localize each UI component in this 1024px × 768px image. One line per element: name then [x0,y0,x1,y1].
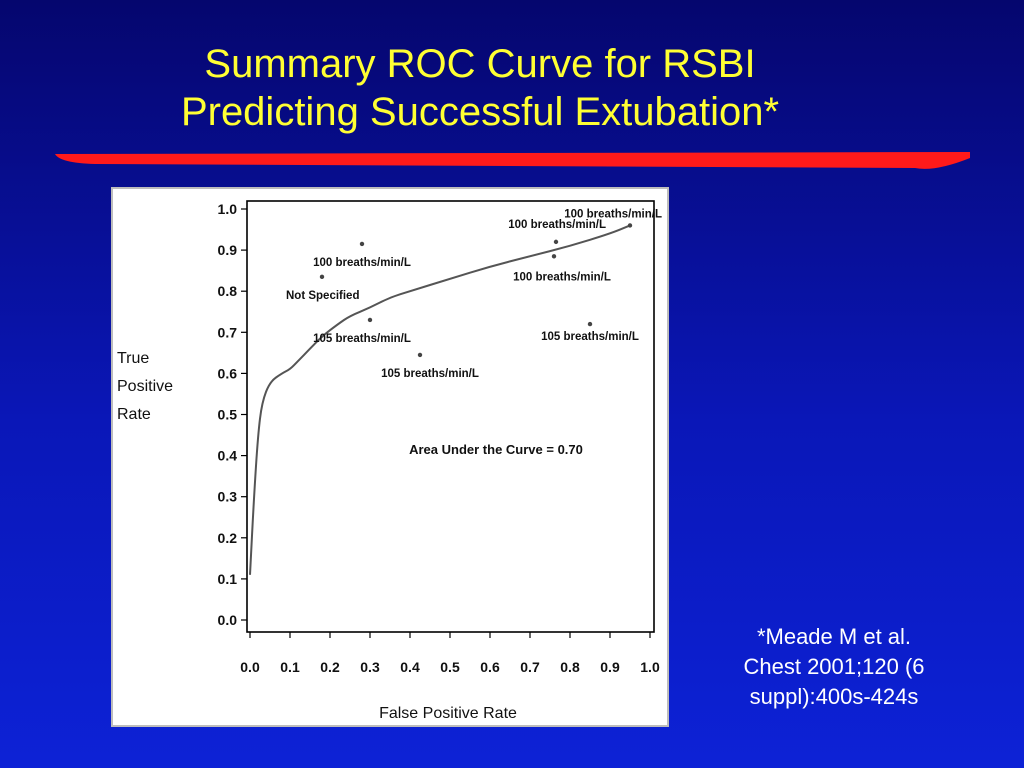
x-tick-label: 0.4 [400,659,420,675]
y-axis-label-line: Rate [117,406,151,423]
study-point [319,274,325,280]
x-tick-label: 0.5 [440,659,460,675]
study-point [417,352,423,358]
study-point-label: 105 breaths/min/L [541,331,639,343]
citation: *Meade M et al. Chest 2001;120 (6 suppl)… [706,622,962,712]
x-tick-label: 0.3 [360,659,380,675]
roc-curve-line [249,224,631,575]
x-axis-label: False Positive Rate [379,705,517,722]
y-tick-label: 1.0 [218,201,238,217]
y-axis-label-line: True [117,350,149,367]
study-point-label: 105 breaths/min/L [381,368,479,380]
y-tick-label: 0.5 [218,407,238,423]
study-point [367,317,373,323]
x-tick-label: 0.7 [520,659,540,675]
study-point [627,223,633,228]
y-tick-label: 0.3 [218,489,238,505]
study-point-label: 105 breaths/min/L [313,333,411,345]
study-point-label: 100 breaths/min/L [513,271,611,283]
x-tick-label: 0.8 [560,659,580,675]
y-tick-label: 0.2 [218,530,238,546]
slide-title: Summary ROC Curve for RSBI Predicting Su… [0,40,960,136]
x-tick-label: 0.0 [240,659,260,675]
study-point-label: 100 breaths/min/L [313,257,411,269]
study-point [551,254,557,259]
x-tick-label: 0.2 [320,659,340,675]
y-axis-label-line: Positive [117,378,173,395]
study-point-label: Not Specified [286,290,359,302]
study-point [553,239,559,245]
y-tick-label: 0.8 [218,283,238,299]
auc-annotation: Area Under the Curve = 0.70 [409,442,583,457]
slide-title-line-2: Predicting Successful Extubation* [180,90,780,134]
y-tick-label: 0.1 [218,571,238,587]
y-tick-label: 0.7 [218,324,238,340]
x-tick-label: 0.6 [480,659,500,675]
study-point-label: 100 breaths/min/L [508,219,606,231]
x-tick-label: 0.1 [280,659,300,675]
citation-line-1: *Meade M et al. [756,624,912,649]
y-tick-label: 0.9 [218,242,238,258]
x-tick-label: 0.9 [600,659,620,675]
y-tick-label: 0.0 [218,612,238,628]
roc-chart-svg: 0.0 0.1 0.2 0.3 0.4 0.5 0.6 0.7 0.8 0.9 1.0 0.0 0.1 0… [117,200,662,722]
study-point [587,321,593,327]
study-point [359,241,365,247]
plot-frame [246,200,655,633]
study-point-label: 100 breaths/min/L [564,208,662,220]
y-tick-label: 0.6 [218,365,238,381]
citation-line-2: Chest 2001;120 (6 [743,654,925,679]
roc-chart: 0.0 0.1 0.2 0.3 0.4 0.5 0.6 0.7 0.8 0.9 1.0 0.0 0.1 0… [111,187,669,727]
slide-title-line-1: Summary ROC Curve for RSBI [204,42,756,86]
title-underline-rule [55,152,970,169]
x-tick-label: 1.0 [640,659,660,675]
citation-line-3: suppl):400s-424s [749,684,919,709]
y-tick-label: 0.4 [218,448,238,464]
